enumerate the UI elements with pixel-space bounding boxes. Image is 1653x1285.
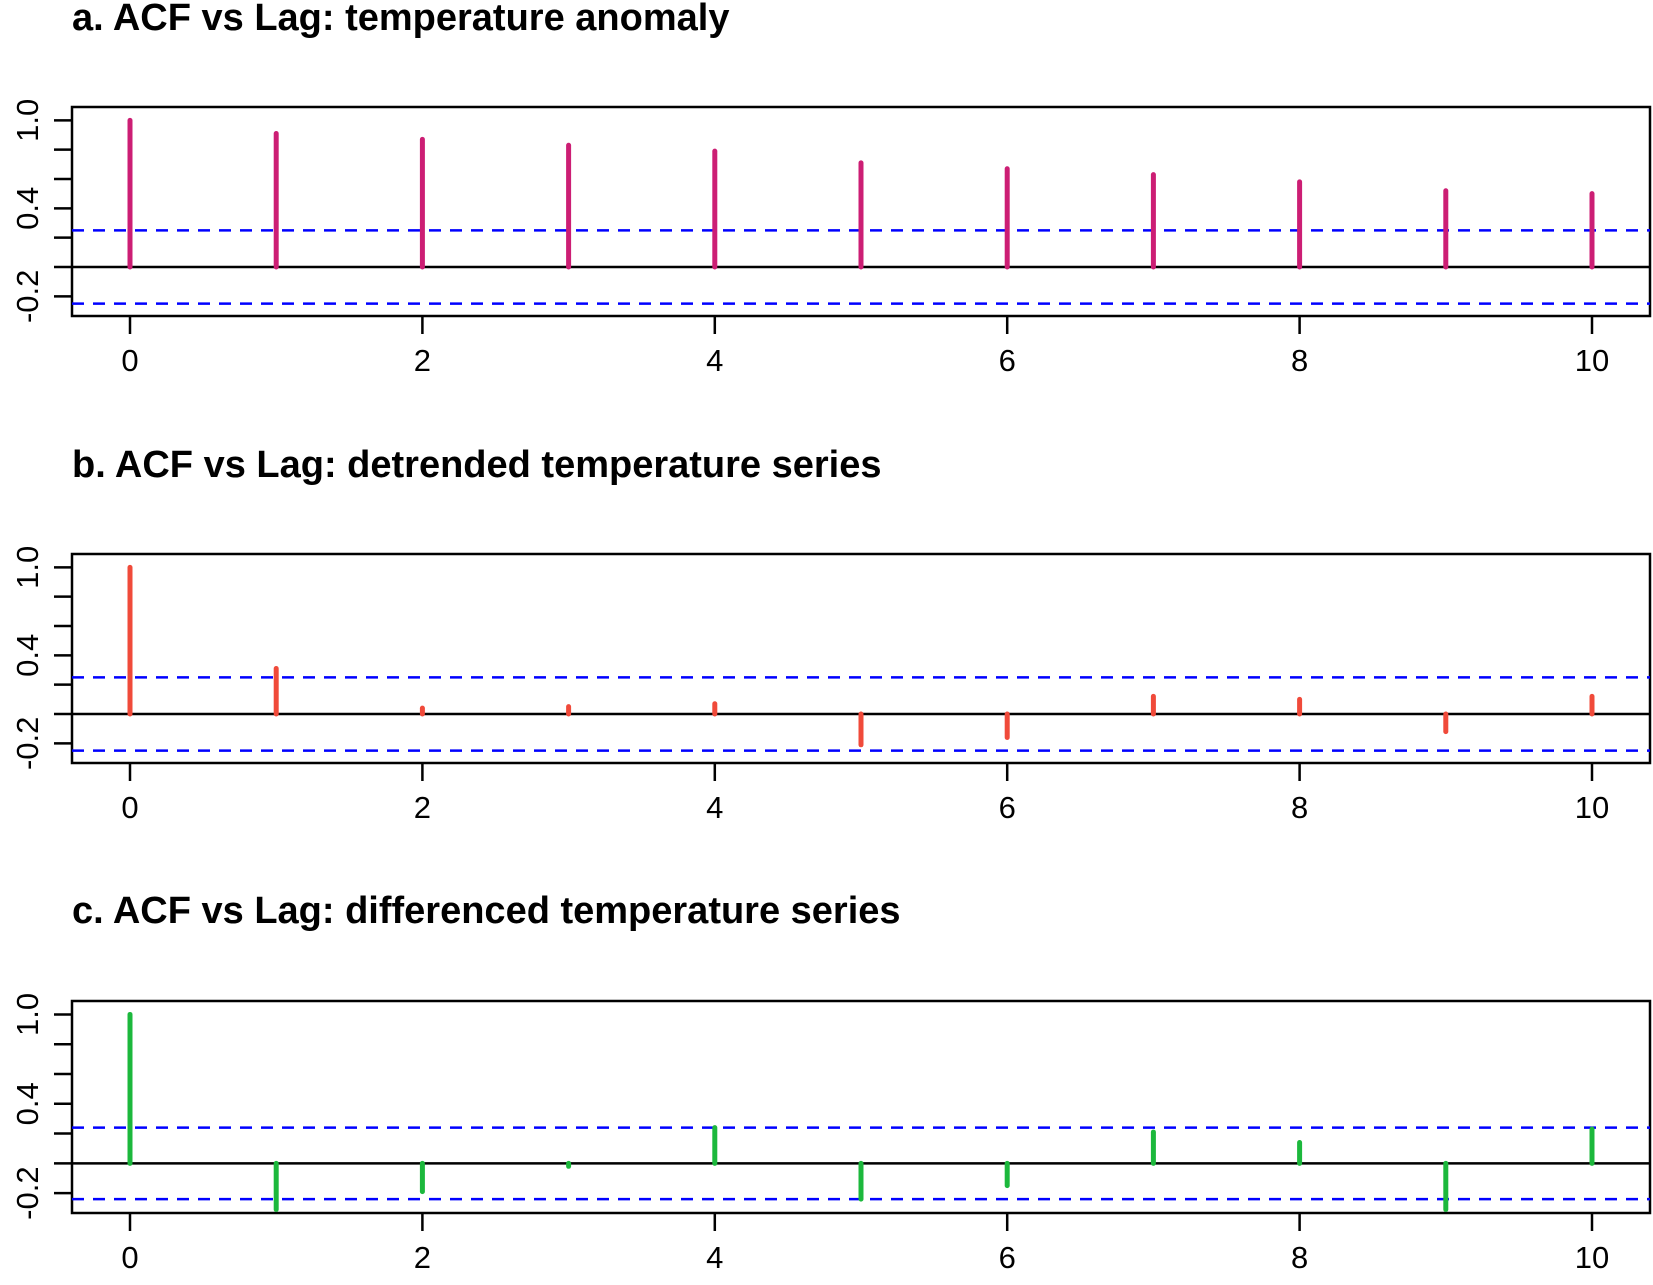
panel-b-ytick-label: 0.4 — [10, 634, 45, 677]
panel-b: b. ACF vs Lag: detrended temperature ser… — [10, 444, 1652, 825]
panel-b-xtick-label: 2 — [414, 790, 431, 825]
panel-b-xtick-label: 8 — [1291, 790, 1308, 825]
panel-a-xtick-label: 0 — [121, 343, 138, 378]
panel-b-title: b. ACF vs Lag: detrended temperature ser… — [72, 444, 882, 486]
panel-c-xtick-label: 8 — [1291, 1240, 1308, 1275]
panel-a-xtick-label: 4 — [706, 343, 723, 378]
panel-b-xtick-label: 4 — [706, 790, 723, 825]
panel-b-plot: -0.2 0.4 1.0 0 2 4 6 8 10 — [10, 546, 1652, 825]
panel-a-xtick-label: 8 — [1291, 343, 1308, 378]
panel-c: c. ACF vs Lag: differenced temperature s… — [10, 890, 1652, 1275]
panel-a: a. ACF vs Lag: temperature anomaly -0.2 0… — [10, 0, 1652, 378]
panel-a-frame — [70, 105, 1652, 318]
panel-b-xtick-label: 0 — [121, 790, 138, 825]
panel-b-xtick-label: 10 — [1575, 790, 1609, 825]
panel-c-ytick-label: 1.0 — [10, 993, 45, 1036]
panel-c-title: c. ACF vs Lag: differenced temperature s… — [72, 890, 901, 932]
panel-b-xtick-label: 6 — [999, 790, 1016, 825]
panel-a-ytick-label: 1.0 — [10, 99, 45, 142]
panel-a-xtick-label: 10 — [1575, 343, 1609, 378]
panel-b-frame — [70, 552, 1652, 765]
panel-a-xtick-label: 2 — [414, 343, 431, 378]
panel-c-ytick-label: -0.2 — [10, 1166, 45, 1219]
panel-c-xtick-label: 2 — [414, 1240, 431, 1275]
panel-b-ytick-label: 1.0 — [10, 546, 45, 589]
panel-a-xtick-label: 6 — [999, 343, 1016, 378]
panel-c-xtick-label: 6 — [999, 1240, 1016, 1275]
panel-a-ytick-label: -0.2 — [10, 270, 45, 323]
panel-c-plot: -0.2 0.4 1.0 0 2 4 6 8 10 — [10, 993, 1652, 1275]
panel-c-xtick-label: 0 — [121, 1240, 138, 1275]
panel-c-frame — [70, 999, 1652, 1215]
panel-a-plot: -0.2 0.4 1.0 0 2 4 6 8 10 — [10, 99, 1652, 378]
panel-c-xtick-label: 4 — [706, 1240, 723, 1275]
panel-c-xtick-label: 10 — [1575, 1240, 1609, 1275]
panel-b-ytick-label: -0.2 — [10, 717, 45, 770]
panel-a-title: a. ACF vs Lag: temperature anomaly — [72, 0, 729, 39]
panel-c-ytick-label: 0.4 — [10, 1082, 45, 1125]
panel-a-ytick-label: 0.4 — [10, 187, 45, 230]
